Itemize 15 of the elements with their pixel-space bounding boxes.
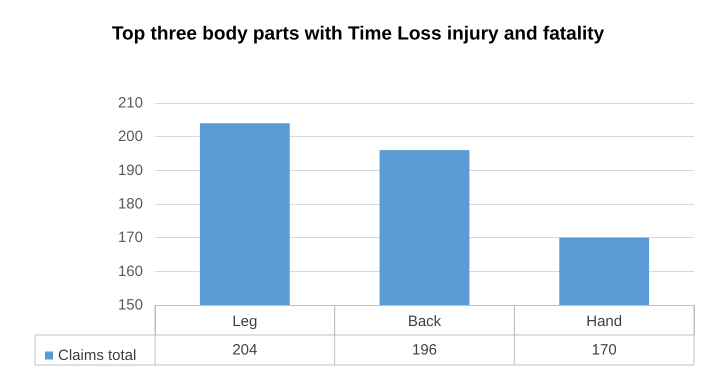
x-tick-label: Hand: [586, 313, 622, 330]
y-tick-label: 160: [118, 262, 143, 280]
data-label: 170: [592, 342, 617, 358]
chart-title: Top three body parts with Time Loss injury and fatality: [112, 24, 605, 44]
x-tick-label: Leg: [232, 313, 258, 330]
data-label: 196: [412, 342, 438, 358]
y-tick-label: 200: [118, 128, 143, 146]
y-tick-label: 180: [118, 196, 143, 212]
x-tick-label: Back: [408, 313, 442, 330]
y-tick-label: 150: [118, 296, 143, 314]
y-tick-label: 210: [118, 94, 143, 112]
y-tick-label: 190: [118, 162, 143, 179]
data-label: 204: [232, 342, 258, 358]
legend-label: Claims total: [58, 347, 136, 364]
y-tick-label: 170: [118, 229, 143, 246]
